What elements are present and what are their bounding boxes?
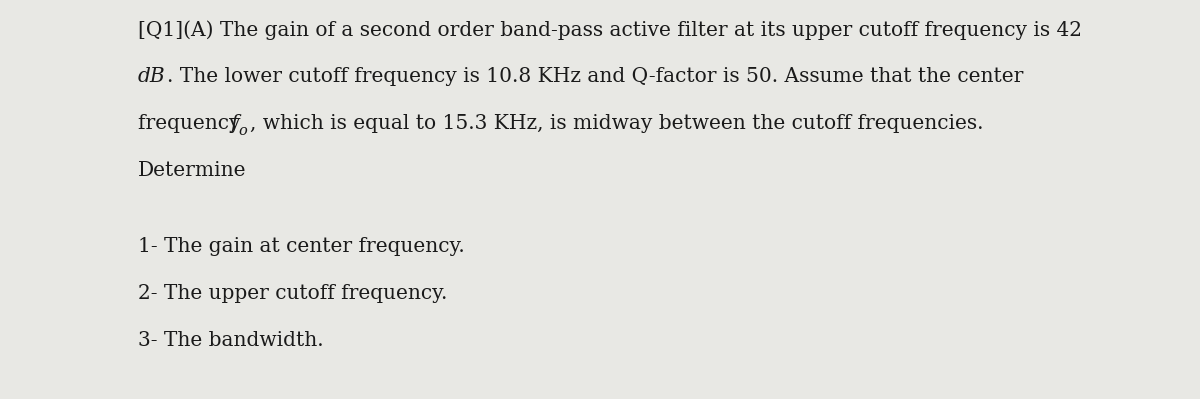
Text: f: f (230, 114, 238, 133)
Text: 3- The bandwidth.: 3- The bandwidth. (138, 331, 324, 350)
Text: . The lower cutoff frequency is 10.8 KHz and Q-factor is 50. Assume that the cen: . The lower cutoff frequency is 10.8 KHz… (168, 67, 1024, 86)
Text: dB: dB (138, 67, 166, 86)
Text: o: o (239, 124, 247, 138)
Text: Determine: Determine (138, 161, 246, 180)
Text: 2- The upper cutoff frequency.: 2- The upper cutoff frequency. (138, 284, 448, 302)
Text: frequency: frequency (138, 114, 247, 133)
Text: [Q1](A) The gain of a second order band-pass active filter at its upper cutoff f: [Q1](A) The gain of a second order band-… (138, 20, 1082, 40)
Text: , which is equal to 15.3 KHz, is midway between the cutoff frequencies.: , which is equal to 15.3 KHz, is midway … (251, 114, 984, 133)
Text: 1- The gain at center frequency.: 1- The gain at center frequency. (138, 237, 464, 255)
